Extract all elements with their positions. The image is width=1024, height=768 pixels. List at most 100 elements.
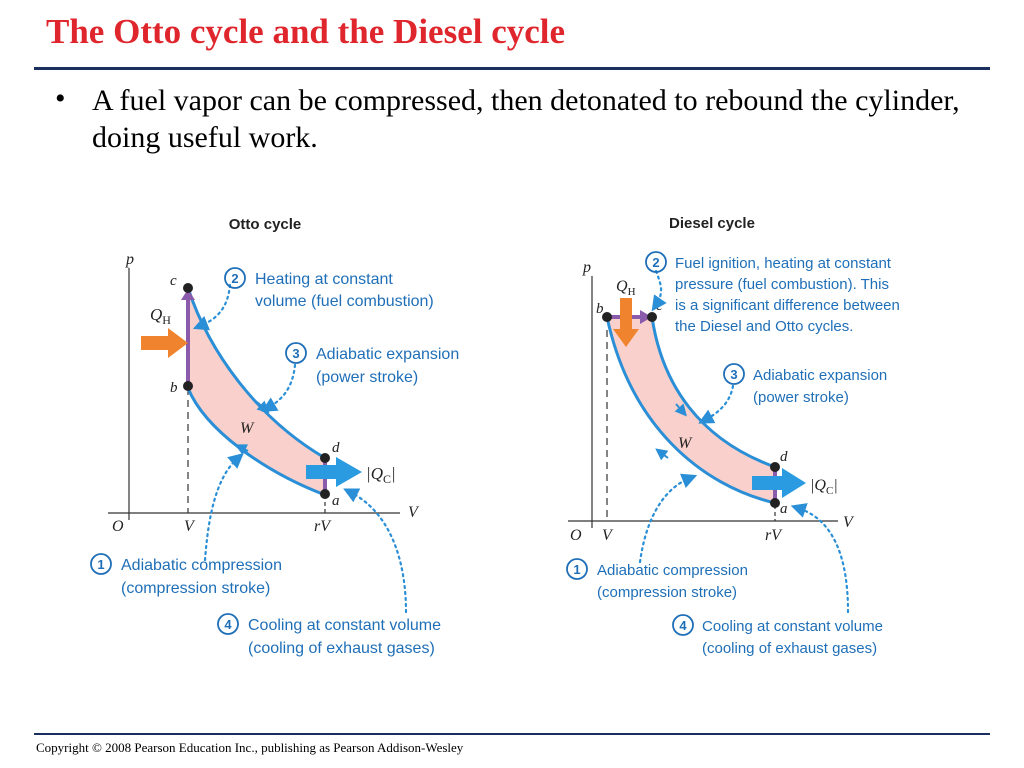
diesel-step-3: 3 Adiabatic expansion (power stroke): [723, 363, 887, 406]
diesel-qc-arrow: [752, 468, 806, 498]
otto-label-a: a: [332, 493, 340, 509]
otto-pointer-1: [203, 452, 244, 562]
diesel-point-c: [647, 312, 657, 322]
otto-title: Otto cycle: [229, 216, 302, 233]
otto-pointer-2: [192, 283, 232, 331]
otto-step-1-number: 1: [97, 557, 104, 572]
diesel-step-1-line1: Adiabatic compression: [597, 562, 748, 579]
diesel-step-4: 4 Cooling at constant volume (cooling of…: [672, 614, 883, 657]
diesel-point-b: [602, 312, 612, 322]
otto-step-1: 1 Adiabatic compression (compression str…: [90, 553, 282, 597]
diesel-step-3-number: 3: [730, 367, 737, 382]
otto-step-4: 4 Cooling at constant volume (cooling of…: [217, 613, 441, 657]
otto-p-label: p: [125, 251, 134, 268]
diesel-step-4-number: 4: [679, 618, 687, 633]
diesel-qc-label: |QC|: [810, 477, 838, 497]
otto-point-b: [183, 381, 193, 391]
otto-qc-arrow: [306, 457, 362, 487]
otto-label-d: d: [332, 440, 340, 456]
diesel-rv-tick: rV: [765, 527, 783, 544]
otto-point-d: [320, 453, 330, 463]
otto-pointer-4: [343, 488, 408, 614]
diesel-compression-arrow: [655, 448, 669, 461]
diesel-step-2-line2: pressure (fuel combustion). This: [675, 276, 889, 293]
diesel-step-2-badge: [645, 251, 667, 273]
otto-work-label: W: [240, 420, 255, 437]
diesel-label-b: b: [596, 301, 604, 317]
otto-step-3-number: 3: [292, 346, 299, 361]
otto-pointer-3: [261, 363, 297, 412]
otto-step-3-line1: Adiabatic expansion: [316, 346, 459, 363]
diesel-step-3-badge: [723, 363, 745, 385]
diesel-pointer-3: [698, 384, 735, 424]
diesel-step-4-line1: Cooling at constant volume: [702, 618, 883, 635]
otto-step-2-line1: Heating at constant: [255, 271, 393, 288]
diesel-step-2-line3: is a significant difference between: [675, 297, 900, 314]
otto-step-4-line1: Cooling at constant volume: [248, 617, 441, 634]
diesel-point-d: [770, 462, 780, 472]
diesel-step-1-line2: (compression stroke): [597, 584, 737, 601]
otto-step-4-number: 4: [224, 617, 232, 632]
diesel-origin-label: O: [570, 527, 582, 544]
diesel-step-2-line1: Fuel ignition, heating at constant: [675, 255, 892, 272]
otto-step-1-line2: (compression stroke): [121, 580, 270, 597]
bullet-text: A fuel vapor can be compressed, then det…: [92, 84, 960, 154]
otto-origin-label: O: [112, 518, 124, 535]
otto-step-4-badge: [217, 613, 239, 635]
otto-step-1-line1: Adiabatic compression: [121, 557, 282, 574]
diesel-step-4-line2: (cooling of exhaust gases): [702, 640, 877, 657]
otto-step-2-number: 2: [231, 271, 238, 286]
otto-point-a: [320, 489, 330, 499]
otto-point-c: [183, 283, 193, 293]
otto-compression-arrow: [234, 444, 249, 456]
diesel-expansion-curve: [650, 316, 776, 469]
copyright-notice: Copyright © 2008 Pearson Education Inc.,…: [36, 740, 464, 755]
diesel-v-label: V: [843, 514, 855, 531]
otto-step-2-badge: [224, 267, 246, 289]
diesel-compression-curve: [605, 316, 776, 505]
otto-rv-tick: rV: [314, 518, 332, 535]
diesel-step-4-badge: [672, 614, 694, 636]
otto-step-3-badge: [285, 342, 307, 364]
footer-divider: [34, 733, 990, 735]
otto-work-area: [188, 288, 325, 495]
otto-step-1-badge: [90, 553, 112, 575]
diesel-v-tick: V: [602, 527, 614, 544]
otto-qh-arrow: [141, 328, 188, 358]
title-divider: [34, 67, 990, 70]
diesel-step-1-badge: [566, 558, 588, 580]
diesel-pointer-2: [651, 269, 667, 312]
diesel-qh-arrow: [613, 298, 639, 347]
otto-label-b: b: [170, 380, 178, 396]
otto-step-4-line2: (cooling of exhaust gases): [248, 640, 435, 657]
bullet-marker: •: [55, 82, 66, 115]
diesel-pointer-1: [638, 473, 698, 564]
diesel-pointer-4: [790, 503, 850, 614]
otto-qc-label: |QC|: [366, 464, 396, 486]
otto-v-label: V: [408, 504, 420, 521]
diesel-work-label: W: [678, 435, 693, 452]
diesel-step-2-number: 2: [652, 255, 659, 270]
diesel-label-a: a: [780, 501, 788, 517]
otto-label-c: c: [170, 273, 177, 289]
otto-step-3-line2: (power stroke): [316, 369, 418, 386]
diesel-step-1-number: 1: [573, 562, 580, 577]
slide-title: The Otto cycle and the Diesel cycle: [46, 12, 566, 51]
diesel-step-2: 2 Fuel ignition, heating at constant pre…: [645, 251, 900, 335]
diesel-step-2-line4: the Diesel and Otto cycles.: [675, 318, 853, 335]
diesel-label-d: d: [780, 449, 788, 465]
diesel-qh-label: QH: [616, 278, 636, 298]
otto-v-tick: V: [184, 518, 196, 535]
otto-diagram: Otto cycle p V O V rV QH |QC| c: [90, 216, 459, 657]
otto-step-2: 2 Heating at constant volume (fuel combu…: [224, 267, 434, 310]
diesel-diagram: Diesel cycle p V O V rV QH |QC| b: [566, 215, 900, 657]
diesel-step-3-line1: Adiabatic expansion: [753, 367, 887, 384]
otto-qh-label: QH: [150, 305, 171, 327]
diesel-step-1: 1 Adiabatic compression (compression str…: [566, 558, 748, 601]
otto-step-3: 3 Adiabatic expansion (power stroke): [285, 342, 459, 386]
diesel-step-3-line2: (power stroke): [753, 389, 849, 406]
otto-expansion-curve: [186, 287, 326, 460]
diesel-p-label: p: [582, 259, 591, 276]
diesel-expansion-arrow: [674, 403, 687, 417]
